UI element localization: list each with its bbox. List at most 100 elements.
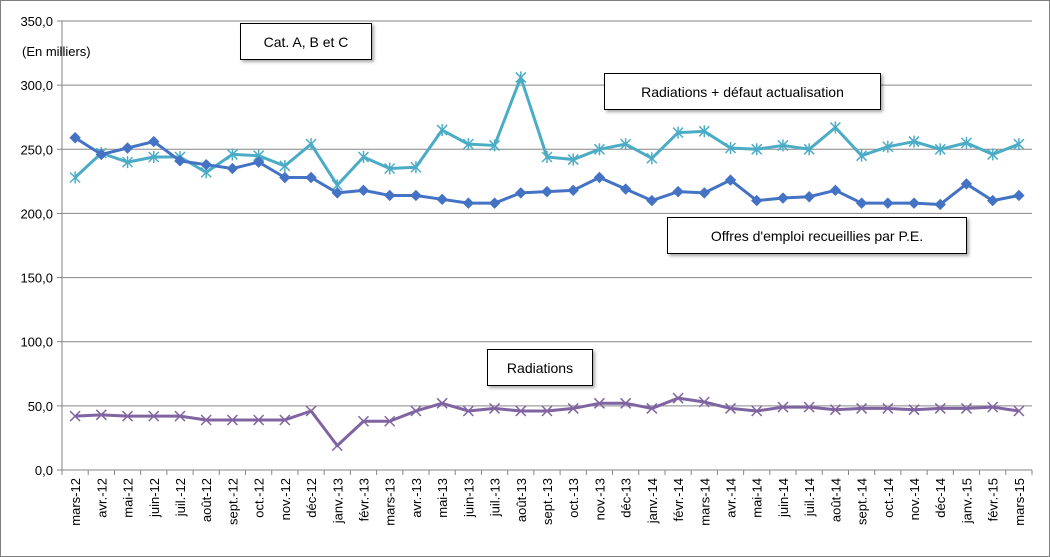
x-tick-label-2: mai-12 <box>121 478 136 518</box>
series-1-point-21 <box>619 183 632 195</box>
series-label-offres-emploi: Offres d'emploi recueillies par P.E. <box>667 217 967 254</box>
series-0-point-18 <box>541 150 553 163</box>
series-1-point-23 <box>672 185 684 198</box>
x-tick-label-13: avr.-13 <box>409 478 424 518</box>
series-label-radiations-defaut: Radiations + défaut actualisation <box>604 73 881 110</box>
series-1-point-3 <box>148 135 160 148</box>
series-1-point-24 <box>698 187 711 199</box>
series-1-point-33 <box>934 198 946 211</box>
series-2-point-2 <box>122 410 134 422</box>
series-2-point-10 <box>331 440 343 452</box>
series-1-point-19 <box>567 184 579 197</box>
series-2-point-15 <box>462 405 474 417</box>
series-1-point-25 <box>724 174 737 186</box>
series-2-point-30 <box>856 402 868 414</box>
series-2-point-28 <box>803 401 815 413</box>
series-1-point-2 <box>121 142 134 154</box>
series-2-point-22 <box>646 402 658 414</box>
series-1-point-22 <box>646 194 658 207</box>
series-0-point-24 <box>698 125 710 138</box>
series-1-point-12 <box>383 189 396 202</box>
x-tick-label-8: nov.-12 <box>278 478 293 520</box>
series-0-point-3 <box>148 150 160 163</box>
series-0-point-0 <box>69 171 81 184</box>
series-2-point-18 <box>541 405 553 417</box>
series-2-point-12 <box>384 415 396 427</box>
series-0-point-36 <box>1013 138 1025 151</box>
series-1-point-29 <box>829 184 842 197</box>
x-tick-label-3: juin-12 <box>147 478 162 518</box>
x-tick-label-6: sept.-12 <box>225 478 240 525</box>
series-2-point-4 <box>174 410 186 422</box>
series-0-point-9 <box>305 138 317 151</box>
series-0-point-6 <box>226 148 238 161</box>
y-tick-label-0: 0,0 <box>35 463 53 478</box>
series-0-point-25 <box>724 142 737 155</box>
series-1-point-14 <box>436 193 448 206</box>
x-tick-label-21: déc-13 <box>619 478 634 518</box>
y-axis-unit-label: (En milliers) <box>22 44 91 59</box>
x-tick-label-5: août-12 <box>199 478 214 522</box>
series-0-point-13 <box>410 161 422 174</box>
series-1 <box>69 132 1025 211</box>
series-1-point-0 <box>69 132 81 144</box>
series-0-point-34 <box>960 136 972 149</box>
x-tick-label-34: janv.-15 <box>959 478 974 524</box>
x-tick-label-12: mars-13 <box>383 478 398 526</box>
series-1-point-1 <box>95 148 108 161</box>
series-1-point-28 <box>803 191 815 203</box>
series-2 <box>69 392 1025 452</box>
x-tick-label-24: mars-14 <box>697 478 712 526</box>
x-tick-label-1: avr.-12 <box>94 478 109 518</box>
series-0-point-33 <box>934 143 946 156</box>
series-0-point-30 <box>856 149 868 162</box>
x-tick-label-25: avr.-14 <box>724 478 739 518</box>
series-0-point-28 <box>803 143 815 156</box>
series-1-point-4 <box>174 155 186 167</box>
series-1-point-27 <box>777 192 789 204</box>
series-2-point-9 <box>305 405 317 417</box>
x-tick-label-27: juin-14 <box>776 478 791 518</box>
series-2-point-6 <box>226 414 238 426</box>
series-1-point-35 <box>986 194 999 207</box>
series-2-point-25 <box>724 402 737 414</box>
series-0-point-15 <box>462 138 474 151</box>
series-1-point-7 <box>252 156 265 168</box>
x-tick-label-30: sept.-14 <box>855 478 870 525</box>
series-0-point-8 <box>279 159 291 172</box>
series-0-point-22 <box>646 152 658 165</box>
series-1-point-32 <box>908 197 920 209</box>
x-tick-label-22: janv.-14 <box>645 478 660 524</box>
series-1-point-36 <box>1013 189 1025 202</box>
x-tick-label-29: août-14 <box>828 478 843 522</box>
series-lines <box>69 71 1025 452</box>
series-1-point-30 <box>855 197 868 209</box>
series-2-point-8 <box>279 414 291 426</box>
x-tick-label-33: déc-14 <box>933 478 948 518</box>
category-note-box: Cat. A, B et C <box>240 23 372 60</box>
x-tick-label-20: nov.-13 <box>592 478 607 520</box>
x-tick-label-4: juil.-12 <box>173 478 188 517</box>
series-0-point-32 <box>908 135 920 148</box>
x-tick-label-19: oct.-13 <box>566 478 581 518</box>
x-tick-label-17: août-13 <box>514 478 529 522</box>
series-1-point-16 <box>488 197 501 209</box>
series-label-radiations: Radiations <box>487 349 593 386</box>
series-2-point-20 <box>593 397 605 409</box>
series-2-line <box>75 396 1020 448</box>
x-tick-label-23: févr.-14 <box>671 478 686 521</box>
series-1-point-31 <box>882 197 894 209</box>
series-1-point-10 <box>331 187 343 199</box>
x-tick-label-11: févr.-13 <box>356 478 371 521</box>
series-0-point-29 <box>829 121 841 134</box>
series-1-point-5 <box>200 158 212 171</box>
x-tick-label-16: juil.-13 <box>488 478 503 517</box>
series-2-point-21 <box>620 397 632 409</box>
series-2-point-1 <box>95 409 107 421</box>
x-tick-label-18: sept.-13 <box>540 478 555 525</box>
series-2-point-19 <box>567 402 579 414</box>
axes <box>57 20 1033 475</box>
series-0-point-14 <box>436 124 448 137</box>
x-tick-label-31: oct.-14 <box>881 478 896 518</box>
